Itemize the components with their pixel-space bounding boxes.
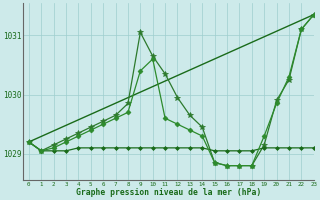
X-axis label: Graphe pression niveau de la mer (hPa): Graphe pression niveau de la mer (hPa) bbox=[76, 188, 261, 197]
